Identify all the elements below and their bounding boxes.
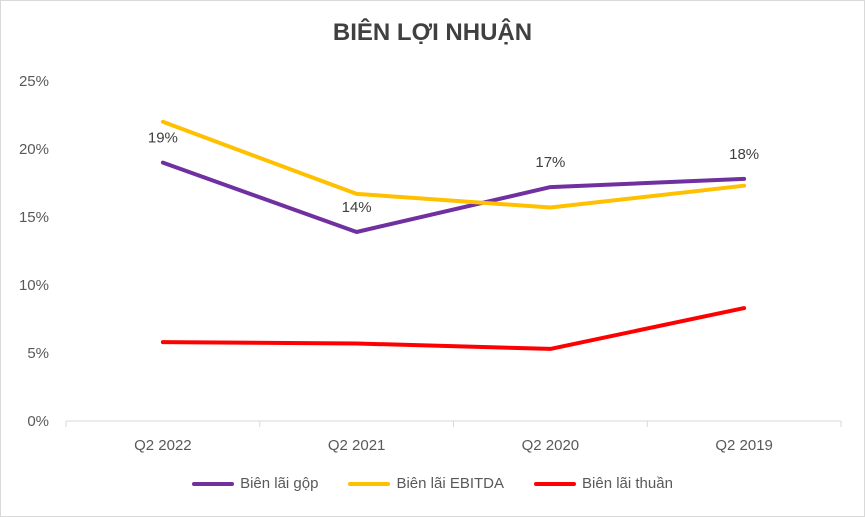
legend-swatch <box>534 481 577 486</box>
legend-item-net-margin: Biên lãi thuần <box>534 475 673 492</box>
y-tick-label: 5% <box>27 345 49 362</box>
x-tick-label: Q2 2019 <box>715 437 773 454</box>
data-label: 18% <box>729 146 759 163</box>
series-line-3 <box>160 306 747 351</box>
y-tick-label: 10% <box>19 277 49 294</box>
y-tick-label: 20% <box>19 141 49 158</box>
data-label: 19% <box>148 130 178 147</box>
data-label: 14% <box>342 199 372 216</box>
legend-item-gross-margin: Biên lãi gộp <box>192 475 318 492</box>
y-tick-label: 0% <box>27 413 49 430</box>
y-tick-label: 15% <box>19 209 49 226</box>
legend-item-ebitda-margin: Biên lãi EBITDA <box>348 475 504 492</box>
x-tick-label: Q2 2021 <box>328 437 386 454</box>
data-label: 17% <box>535 154 565 171</box>
y-tick-label: 25% <box>19 73 49 90</box>
series-line-1 <box>160 160 747 234</box>
x-tick-label: Q2 2022 <box>134 437 192 454</box>
legend-label: Biên lãi thuần <box>582 475 673 492</box>
legend: Biên lãi gộp Biên lãi EBITDA Biên lãi th… <box>1 475 864 492</box>
legend-label: Biên lãi EBITDA <box>396 475 505 492</box>
x-tick-label: Q2 2020 <box>522 437 580 454</box>
legend-label: Biên lãi gộp <box>240 475 319 492</box>
series-line-2 <box>160 119 747 210</box>
chart-title: BIÊN LỢI NHUẬN <box>332 19 533 46</box>
legend-swatch <box>192 481 235 486</box>
legend-swatch <box>348 481 391 486</box>
